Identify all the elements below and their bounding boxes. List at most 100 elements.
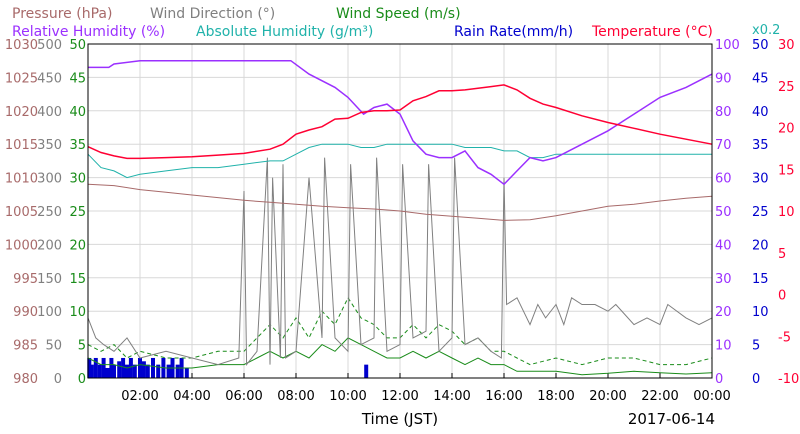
x-tick-label: 16:00: [485, 389, 522, 404]
x-tick-label: 00:00: [693, 389, 730, 404]
y-tick-temperature: 25: [778, 80, 795, 95]
rain-bar: [109, 357, 114, 378]
y-tick-relative_humidity: 10: [715, 339, 732, 354]
series-wind-direction: [87, 157, 713, 367]
y-tick-wind_speed: 0: [78, 372, 86, 387]
y-tick-temperature: 15: [778, 163, 795, 178]
y-tick-pressure: 1020: [5, 105, 38, 120]
y-tick-relative_humidity: 30: [715, 272, 732, 287]
x-tick-label: 06:00: [225, 389, 262, 404]
rain-bar: [89, 364, 94, 378]
rain-bar: [128, 357, 133, 378]
legend-temperature: Temperature (°C): [591, 24, 713, 40]
legend-absolute-humidity: Absolute Humidity (g/m³): [196, 24, 373, 40]
x-tick-label: 02:00: [121, 389, 158, 404]
y-tick-temperature: -10: [778, 372, 799, 387]
y-tick-wind_speed: 5: [78, 339, 86, 354]
plot-frame: [87, 43, 713, 379]
y-tick-wind_direction: 50: [45, 339, 62, 354]
y-tick-wind_speed: 20: [69, 238, 86, 253]
x-tick-label: 20:00: [589, 389, 626, 404]
x-tick-label: 08:00: [277, 389, 314, 404]
rain-bar: [87, 357, 92, 378]
right-axes: 1009080706050403020100504540353025201510…: [715, 38, 799, 387]
rain-bar: [105, 367, 110, 378]
y-tick-wind_speed: 10: [69, 305, 86, 320]
y-tick-temperature: 20: [778, 122, 795, 137]
y-tick-rain_rate: 10: [752, 305, 769, 320]
y-tick-wind_direction: 450: [37, 71, 62, 86]
y-tick-wind_direction: 200: [37, 238, 62, 253]
y-tick-relative_humidity: 0: [715, 372, 723, 387]
series-pressure: [87, 183, 713, 221]
y-tick-wind_speed: 30: [69, 172, 86, 187]
rain-bar: [184, 367, 189, 378]
x-tick-label: 04:00: [173, 389, 210, 404]
series-wind-speed-gust: [87, 296, 713, 366]
y-tick-pressure: 995: [13, 272, 38, 287]
rain-bar: [93, 357, 98, 378]
rain-bar: [175, 364, 180, 378]
left-axes: 1030102510201015101010051000995990985980…: [5, 38, 86, 387]
y-tick-wind_direction: 400: [37, 105, 62, 120]
y-tick-rain_rate: 50: [752, 38, 769, 53]
y-tick-pressure: 980: [13, 372, 38, 387]
y-tick-wind_direction: 300: [37, 172, 62, 187]
rain-bar: [132, 364, 137, 378]
y-tick-temperature: 5: [778, 247, 786, 262]
y-tick-rain_rate: 35: [752, 138, 769, 153]
y-tick-pressure: 990: [13, 305, 38, 320]
rain-bar: [121, 357, 126, 378]
y-tick-relative_humidity: 80: [715, 105, 732, 120]
rain-bar: [112, 364, 116, 378]
rain-bar: [117, 361, 122, 378]
y-tick-wind_speed: 50: [69, 38, 86, 53]
x-tick-label: 18:00: [537, 389, 574, 404]
y-tick-pressure: 985: [13, 339, 38, 354]
legend-wind-direction: Wind Direction (°): [150, 6, 275, 22]
y-tick-relative_humidity: 50: [715, 205, 732, 220]
legend-wind-speed: Wind Speed (m/s): [336, 6, 461, 22]
y-tick-rain_rate: 15: [752, 272, 769, 287]
y-tick-temperature: 0: [778, 289, 786, 304]
y-tick-wind_direction: 0: [54, 372, 62, 387]
rain-bar: [101, 357, 106, 378]
y-tick-relative_humidity: 90: [715, 71, 732, 86]
rain-bar: [145, 364, 150, 378]
y-tick-rain_rate: 0: [752, 372, 760, 387]
y-tick-rain_rate: 30: [752, 172, 769, 187]
y-tick-pressure: 1000: [5, 238, 38, 253]
x-tick-label: 10:00: [329, 389, 366, 404]
x-tick-label: 22:00: [641, 389, 678, 404]
scale-note: x0.2: [752, 23, 780, 38]
y-tick-relative_humidity: 20: [715, 305, 732, 320]
rain-bar: [364, 364, 369, 378]
rain-bar: [97, 364, 102, 378]
x-tick-label: 14:00: [433, 389, 470, 404]
y-tick-wind_speed: 40: [69, 105, 86, 120]
y-tick-relative_humidity: 100: [715, 38, 740, 53]
series-absolute-humidity: [87, 143, 712, 179]
y-tick-wind_direction: 100: [37, 305, 62, 320]
rain-bar: [138, 357, 142, 378]
date-label: 2017-06-14: [628, 410, 715, 428]
y-tick-wind_speed: 45: [69, 71, 86, 86]
legend-pressure: Pressure (hPa): [12, 6, 112, 22]
legend: Pressure (hPa) Wind Direction (°) Wind S…: [12, 6, 780, 40]
y-tick-relative_humidity: 60: [715, 172, 732, 187]
y-tick-pressure: 1030: [5, 38, 38, 53]
y-tick-rain_rate: 5: [752, 339, 760, 354]
rain-bar: [141, 361, 146, 378]
y-tick-rain_rate: 45: [752, 71, 769, 86]
y-tick-wind_direction: 500: [37, 38, 62, 53]
y-tick-rain_rate: 40: [752, 105, 769, 120]
y-tick-wind_direction: 350: [37, 138, 62, 153]
y-tick-wind_direction: 150: [37, 272, 62, 287]
y-tick-rain_rate: 20: [752, 238, 769, 253]
y-tick-wind_speed: 35: [69, 138, 86, 153]
y-tick-temperature: 30: [778, 38, 795, 53]
y-tick-pressure: 1015: [5, 138, 38, 153]
rain-bar: [166, 364, 171, 378]
rain-bar: [125, 364, 129, 378]
